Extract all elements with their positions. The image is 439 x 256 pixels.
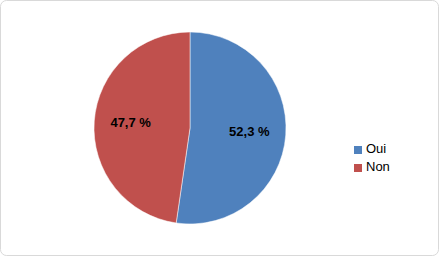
pie-slice [176,32,286,224]
chart-frame [1,1,439,256]
legend-swatch [354,146,362,154]
chart: 52,3 % 47,7 % Oui Non [0,0,439,256]
legend: Oui Non [354,141,390,174]
legend-swatch [354,164,362,172]
legend-item: Non [354,159,390,174]
data-labels: 52,3 % 47,7 % [110,115,270,139]
data-label: 52,3 % [229,124,270,139]
legend-label: Non [366,159,390,174]
data-label: 47,7 % [110,115,151,130]
pie-slice [94,32,190,223]
legend-item: Oui [354,141,386,156]
legend-label: Oui [366,141,386,156]
pie [94,32,286,224]
